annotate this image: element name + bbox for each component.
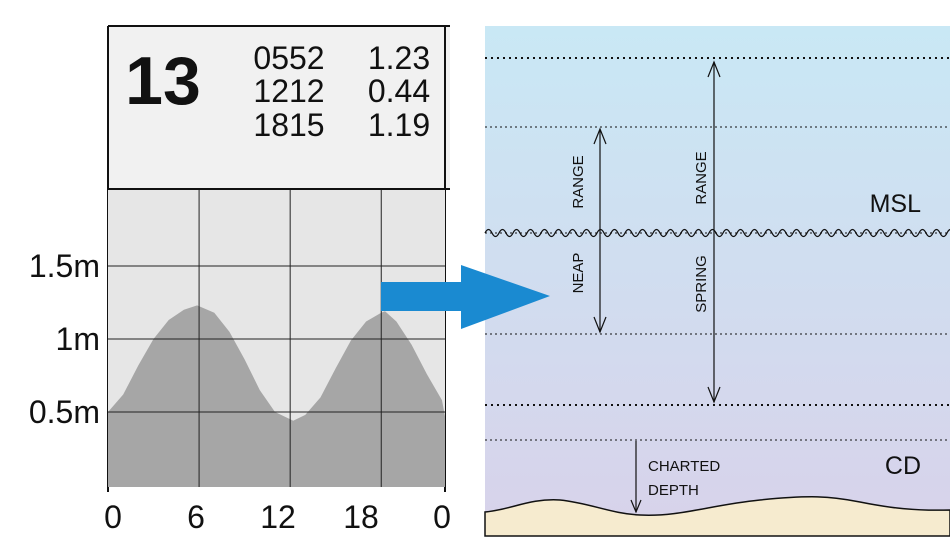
tide-table-bg: [108, 26, 450, 189]
tide-height: 1.23: [368, 40, 430, 76]
spring-label: SPRING: [693, 255, 710, 313]
seabed: [484, 496, 950, 537]
tide-height: 1.19: [368, 107, 430, 143]
x-tick-label: 18: [343, 499, 379, 535]
day-number: 13: [125, 43, 201, 119]
neap-range-arrow: [593, 127, 607, 334]
tide-time: 1815: [253, 107, 324, 143]
x-tick-label: 0: [433, 499, 451, 535]
y-tick-label: 1.5m: [29, 248, 100, 284]
tide-time: 1212: [253, 73, 324, 109]
neap-range-label: RANGE: [570, 155, 587, 208]
tidal-range-diagram: RANGE NEAP RANGE SPRING MSL CD CHARTED D…: [484, 26, 950, 537]
x-tick-label: 12: [260, 499, 296, 535]
spring-range-label: RANGE: [693, 151, 710, 204]
y-tick-label: 0.5m: [29, 394, 100, 430]
blue-arrow-shape: [381, 265, 550, 329]
neap-label: NEAP: [570, 253, 587, 294]
charted-depth-label-line2: DEPTH: [648, 482, 699, 499]
spring-range-arrow: [707, 60, 721, 404]
charted-depth-label-line1: CHARTED: [648, 458, 720, 475]
cd-label: CD: [885, 452, 921, 480]
msl-label: MSL: [870, 190, 922, 218]
tide-time: 0552: [253, 40, 324, 76]
x-tick-label: 6: [187, 499, 205, 535]
charted-depth-arrow: [630, 441, 642, 514]
tide-height: 0.44: [368, 73, 430, 109]
pointer-arrow: [381, 265, 550, 329]
x-tick-label: 0: [104, 499, 122, 535]
sea-surface-wave: [484, 228, 950, 238]
tide-table-panel: 13 0552 1.23 1212 0.44 1815 1.19: [107, 25, 450, 492]
y-tick-label: 1m: [56, 321, 100, 357]
tide-curve-chart: 1.5m 1m 0.5m 0 6 12 18 0: [29, 190, 451, 535]
water-body: [485, 26, 950, 536]
tide-area: [108, 305, 445, 487]
